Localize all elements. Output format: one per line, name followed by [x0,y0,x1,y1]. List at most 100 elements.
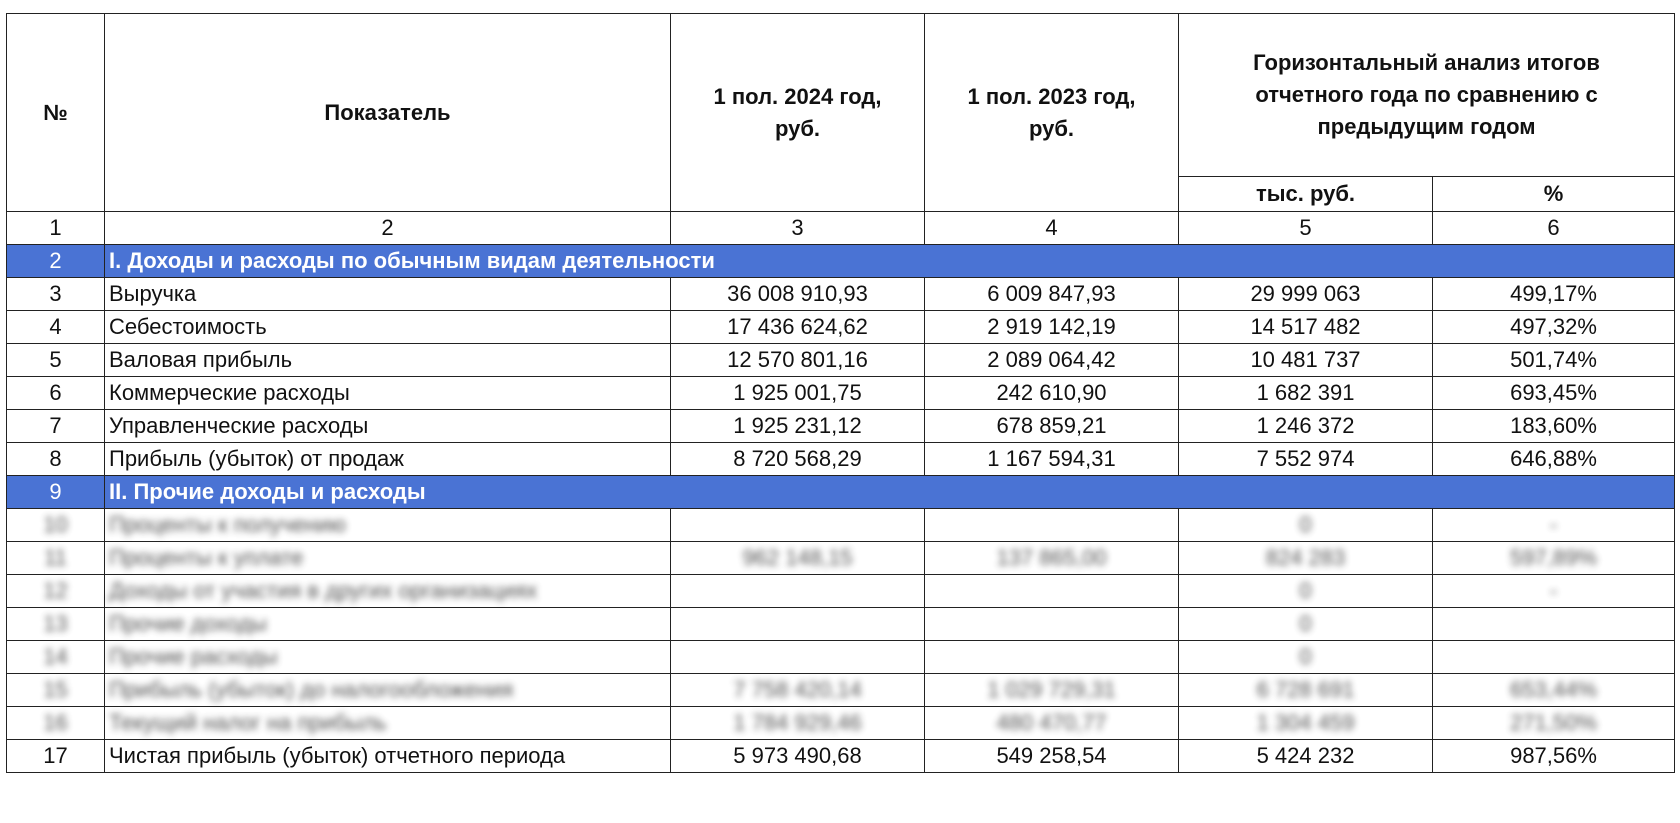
row-diff-value: 1 304 459 [1178,706,1433,740]
column-numbers-row: 1 2 3 4 5 6 [6,211,1676,245]
header-period-current: 1 пол. 2024 год, руб. [670,13,925,212]
row-current-value: 36 008 910,93 [670,277,925,311]
row-number: 10 [6,508,105,542]
row-percent-value: 497,32% [1431,310,1676,344]
row-indicator: Проценты к получению [104,508,671,542]
header-sub-thousand-rub: тыс. руб. [1178,176,1433,212]
row-current-value [670,508,925,542]
table-row-blurred: 11 Проценты к уплате 962 148,15 137 865,… [6,541,1676,575]
row-indicator: Чистая прибыль (убыток) отчетного период… [104,739,671,773]
column-number: 2 [104,211,671,245]
row-current-value: 1 925 001,75 [670,376,925,410]
row-indicator: Себестоимость [104,310,671,344]
row-diff-value: 0 [1178,508,1433,542]
row-number: 8 [6,442,105,476]
row-previous-value: 2 919 142,19 [924,310,1179,344]
header-period-previous: 1 пол. 2023 год, руб. [924,13,1179,212]
row-diff-value: 14 517 482 [1178,310,1433,344]
column-number: 4 [924,211,1179,245]
row-percent-value: - [1431,574,1676,608]
row-percent-value: 597,89% [1431,541,1676,575]
row-percent-value: 646,88% [1431,442,1676,476]
row-current-value: 5 973 490,68 [670,739,925,773]
column-number: 5 [1178,211,1433,245]
row-indicator: Выручка [104,277,671,311]
row-number: 4 [6,310,105,344]
row-indicator: Коммерческие расходы [104,376,671,410]
row-percent-value [1431,607,1676,641]
row-number: 16 [6,706,105,740]
row-indicator: Прочие расходы [104,640,671,674]
table-row: 3 Выручка 36 008 910,93 6 009 847,93 29 … [6,277,1676,311]
section-number: 2 [6,244,105,278]
table-row: 5 Валовая прибыль 12 570 801,16 2 089 06… [6,343,1676,377]
row-diff-value: 0 [1178,574,1433,608]
row-indicator: Управленческие расходы [104,409,671,443]
row-current-value: 1 925 231,12 [670,409,925,443]
column-number: 1 [6,211,105,245]
row-number: 7 [6,409,105,443]
section-number: 9 [6,475,105,509]
row-current-value [670,640,925,674]
row-previous-value [924,607,1179,641]
section-title: II. Прочие доходы и расходы [103,475,1676,509]
row-percent-value: 693,45% [1431,376,1676,410]
row-diff-value: 1 246 372 [1178,409,1433,443]
header-indicator: Показатель [104,13,671,212]
row-diff-value: 6 728 691 [1178,673,1433,707]
row-percent-value: 271,50% [1431,706,1676,740]
row-current-value: 8 720 568,29 [670,442,925,476]
row-current-value: 17 436 624,62 [670,310,925,344]
table-row-blurred: 16 Текущий налог на прибыль 1 784 929,46… [6,706,1676,740]
row-diff-value: 5 424 232 [1178,739,1433,773]
row-number: 14 [6,640,105,674]
row-diff-value: 824 283 [1178,541,1433,575]
row-number: 17 [6,739,105,773]
row-number: 15 [6,673,105,707]
row-diff-value: 10 481 737 [1178,343,1433,377]
table-row: 8 Прибыль (убыток) от продаж 8 720 568,2… [6,442,1676,476]
section-row: 2 I. Доходы и расходы по обычным видам д… [6,244,1676,278]
row-diff-value: 1 682 391 [1178,376,1433,410]
row-diff-value: 0 [1178,640,1433,674]
row-number: 13 [6,607,105,641]
row-percent-value: 653,44% [1431,673,1676,707]
table-row: 7 Управленческие расходы 1 925 231,12 67… [6,409,1676,443]
row-previous-value [924,508,1179,542]
row-previous-value: 1 167 594,31 [924,442,1179,476]
header-horizontal-analysis: Горизонтальный анализ итогов отчетного г… [1177,13,1676,177]
row-previous-value: 1 029 729,31 [924,673,1179,707]
row-previous-value: 242 610,90 [924,376,1179,410]
table-row-blurred: 15 Прибыль (убыток) до налогообложения 7… [6,673,1676,707]
row-previous-value [924,640,1179,674]
table-row-blurred: 10 Проценты к получению 0 - [6,508,1676,542]
row-current-value: 12 570 801,16 [670,343,925,377]
section-title: I. Доходы и расходы по обычным видам дея… [103,244,1676,278]
row-current-value [670,574,925,608]
row-previous-value: 137 865,00 [924,541,1179,575]
row-number: 5 [6,343,105,377]
row-indicator: Текущий налог на прибыль [104,706,671,740]
row-previous-value: 549 258,54 [924,739,1179,773]
column-number: 3 [670,211,925,245]
row-percent-value: 183,60% [1431,409,1676,443]
row-number: 3 [6,277,105,311]
row-previous-value: 2 089 064,42 [924,343,1179,377]
row-previous-value: 6 009 847,93 [924,277,1179,311]
row-previous-value [924,574,1179,608]
table-row-net-profit: 17 Чистая прибыль (убыток) отчетного пер… [6,739,1676,773]
row-number: 11 [6,541,105,575]
table-row-blurred: 12 Доходы от участия в других организаци… [6,574,1676,608]
row-indicator: Прибыль (убыток) до налогообложения [104,673,671,707]
table-row-blurred: 14 Прочие расходы 0 [6,640,1676,674]
header-number: № [6,13,105,212]
row-current-value: 1 784 929,46 [670,706,925,740]
table-row: 4 Себестоимость 17 436 624,62 2 919 142,… [6,310,1676,344]
header-sub-percent: % [1431,176,1676,212]
row-previous-value: 480 470,77 [924,706,1179,740]
section-row: 9 II. Прочие доходы и расходы [6,475,1676,509]
row-percent-value: - [1431,508,1676,542]
row-current-value: 962 148,15 [670,541,925,575]
row-indicator: Прибыль (убыток) от продаж [104,442,671,476]
row-number: 6 [6,376,105,410]
